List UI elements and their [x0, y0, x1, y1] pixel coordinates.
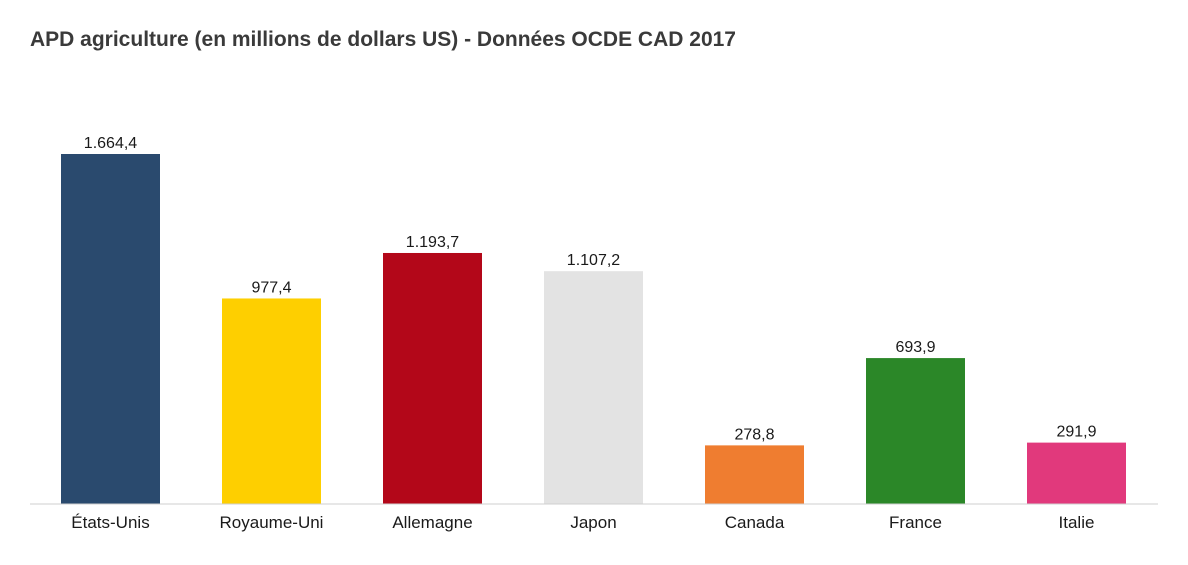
bar-allemagne [383, 252, 482, 504]
category-label-france: France [889, 513, 942, 532]
value-label-etats-unis: 1.664,4 [84, 135, 137, 152]
chart-title: APD agriculture (en millions de dollars … [30, 28, 736, 51]
value-labels-group: 1.664,4 977,4 1.193,7 1.107,2 278,8 693,9 291,… [84, 135, 1097, 443]
category-label-italie: Italie [1059, 513, 1095, 532]
bar-etats-unis [61, 154, 160, 504]
bar-italie [1027, 442, 1126, 504]
category-label-etats-unis: États-Unis [71, 513, 149, 532]
value-label-canada: 278,8 [734, 426, 774, 443]
bars-group [61, 154, 1126, 504]
bar-france [866, 358, 965, 504]
category-label-canada: Canada [725, 513, 785, 532]
category-label-allemagne: Allemagne [392, 513, 472, 532]
value-label-japon: 1.107,2 [567, 252, 620, 269]
bar-royaume-uni [222, 298, 321, 504]
bar-japon [544, 271, 643, 504]
bar-canada [705, 445, 804, 504]
value-label-royaume-uni: 977,4 [251, 279, 291, 296]
value-label-italie: 291,9 [1056, 424, 1096, 441]
category-label-royaume-uni: Royaume-Uni [220, 513, 324, 532]
category-label-japon: Japon [570, 513, 616, 532]
category-labels-group: États-Unis Royaume-Uni Allemagne Japon Canad… [71, 513, 1094, 532]
value-label-allemagne: 1.193,7 [406, 234, 459, 251]
value-label-france: 693,9 [895, 339, 935, 356]
